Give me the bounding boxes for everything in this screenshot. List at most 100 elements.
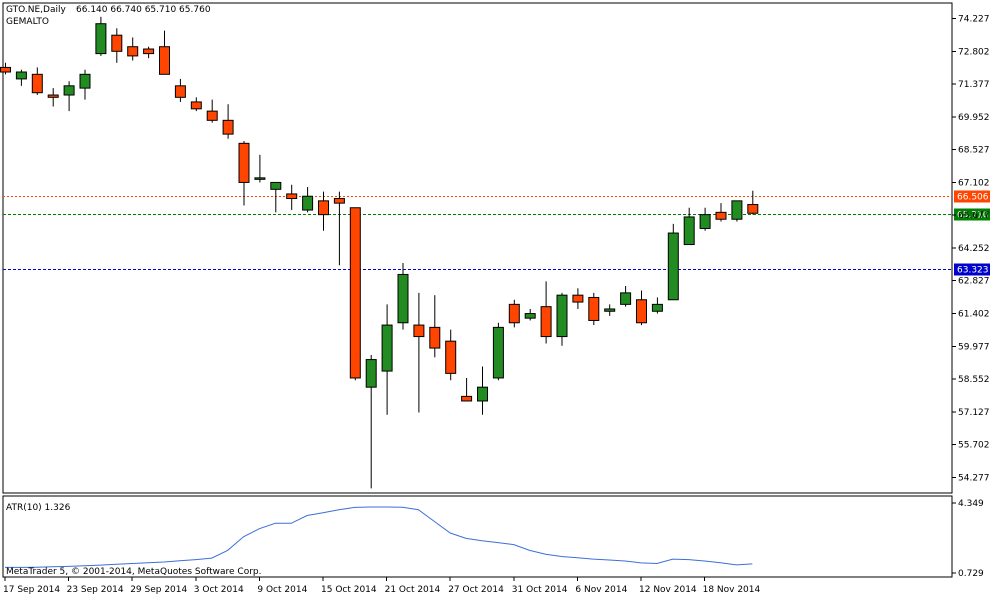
candle[interactable] [0,62,11,75]
symbol-header: GTO.NE,Daily [6,5,66,15]
candle-body [15,71,27,80]
candle-body [492,326,504,379]
candle-body [445,340,457,374]
candle[interactable] [508,299,520,328]
candle-body [238,142,250,183]
candle[interactable] [95,16,107,56]
candle[interactable] [349,207,361,381]
candle-body [206,110,218,121]
candle[interactable] [159,30,170,75]
candle[interactable] [397,262,409,330]
candle[interactable] [572,288,584,309]
candle[interactable] [731,200,743,222]
candlesticks[interactable] [0,16,759,489]
candle[interactable] [683,207,695,246]
candle[interactable] [206,99,218,123]
atr-panel[interactable]: 4.349 0.729 ATR(10) 1.326 MetaTrader 5, ©… [2,495,984,579]
price-tick-label: 59.977 [958,342,990,352]
price-tick-label: 65.677 [958,211,990,221]
candle-body [683,216,695,246]
candle[interactable] [620,285,632,307]
candle[interactable] [318,191,329,231]
candle[interactable] [413,292,425,413]
candle[interactable] [492,322,504,381]
time-tick-label: 17 Sep 2014 [3,585,60,595]
atr-axis: 4.349 0.729 [952,499,984,579]
candle[interactable] [270,181,282,213]
candle[interactable] [461,377,473,402]
candle[interactable] [604,304,616,316]
level-label: 66.506 [957,193,989,203]
candle-body [429,326,441,349]
candle-body [254,177,266,180]
candle-body [143,48,155,55]
candle-body [127,46,139,57]
candle[interactable] [540,281,552,344]
candle[interactable] [143,46,155,59]
candle-body [349,207,361,379]
candle[interactable] [127,37,139,61]
price-tick-label: 54.277 [958,473,990,483]
candle[interactable] [651,297,663,314]
candle-body [508,303,520,324]
candle-body [159,46,170,75]
atr-tick-label: 4.349 [958,499,984,509]
candle[interactable] [699,207,711,231]
candle-body [47,94,59,98]
atr-panel-frame [2,495,953,578]
candle[interactable] [15,69,27,86]
candle[interactable] [238,141,250,206]
time-tick-label: 9 Oct 2014 [257,585,307,595]
candle-body [540,306,552,338]
candle-body [747,204,759,214]
candle-body [604,308,616,312]
atr-label: ATR(10) 1.326 [6,503,71,513]
candle[interactable] [667,223,679,301]
price-tick-label: 64.252 [958,244,990,254]
candle[interactable] [254,154,266,183]
price-tick-label: 67.102 [958,178,990,188]
candle[interactable] [747,190,759,215]
candle[interactable] [286,184,298,211]
candle-body [0,66,11,73]
candle[interactable] [477,366,488,415]
candle[interactable] [63,81,75,112]
candle[interactable] [47,88,59,107]
candle[interactable] [79,69,91,100]
price-panel[interactable]: 66.506 65.710 63.323 74.227 72.802 71.377 69.… [0,2,991,494]
candle-body [588,296,600,321]
candle[interactable] [524,308,536,321]
candle[interactable] [636,290,647,326]
candle-body [715,211,727,220]
price-tick-label: 57.127 [958,408,990,418]
candle[interactable] [111,28,123,63]
time-tick-label: 29 Sep 2014 [130,585,187,595]
atr-tick-label: 0.729 [958,569,984,579]
candle-body [222,119,234,135]
candle[interactable] [31,67,43,96]
price-axis: 74.227 72.802 71.377 69.952 68.527 67.102 65.6… [952,14,990,483]
candle[interactable] [174,78,186,102]
candle-body [731,200,743,220]
candle-body [318,200,329,216]
candle[interactable] [302,187,314,213]
candle-body [381,324,393,372]
candle-body [636,299,647,324]
candle[interactable] [588,292,600,326]
candle[interactable] [429,295,441,358]
candle-body [79,73,91,89]
candle[interactable] [556,292,568,346]
candle[interactable] [333,191,345,266]
candle[interactable] [715,203,727,222]
candle-body [651,303,663,312]
candle[interactable] [365,354,377,489]
candle[interactable] [381,304,393,415]
candle[interactable] [445,329,457,381]
candle-body [333,198,345,204]
candle[interactable] [222,104,234,139]
time-tick-label: 21 Oct 2014 [385,585,441,595]
candle[interactable] [190,97,202,112]
time-axis: 17 Sep 2014 23 Sep 2014 29 Sep 2014 3 Oct 2… [3,577,761,595]
